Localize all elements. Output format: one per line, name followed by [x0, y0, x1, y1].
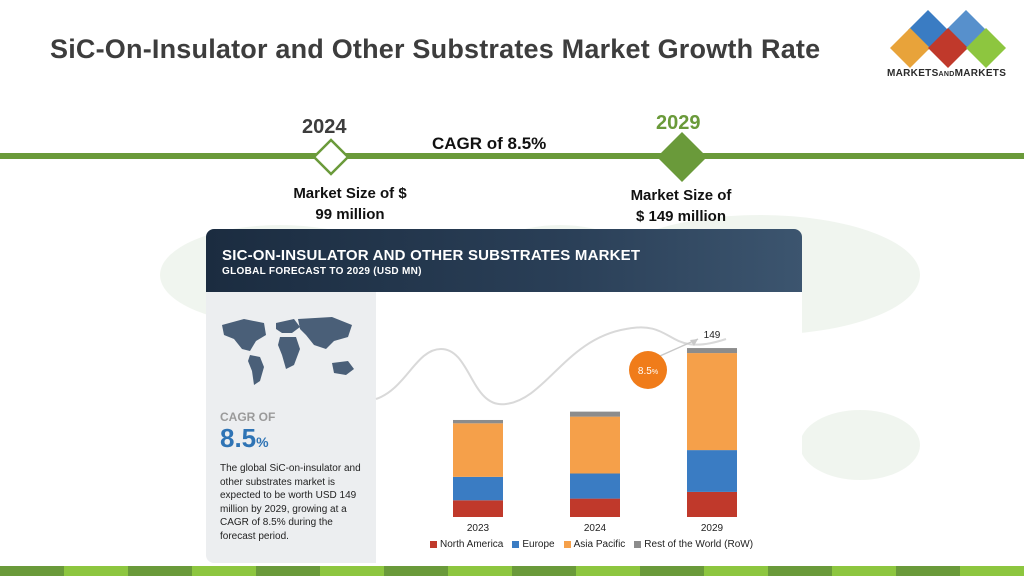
footer-stripe: [896, 566, 960, 576]
bar-2023-north-america: [453, 500, 503, 517]
market-size-start-line1: Market Size of $: [293, 185, 407, 202]
timeline-marker-start-icon: [312, 138, 350, 176]
legend-item-europe: Europe: [512, 539, 555, 550]
legend-swatch: [430, 541, 437, 548]
footer-stripe: [256, 566, 320, 576]
timeline-marker-end-icon: [657, 132, 707, 182]
infographic-subtitle: GLOBAL FORECAST TO 2029 (USD MN): [222, 266, 422, 277]
growth-badge-text: 8.5%: [638, 366, 658, 377]
bar-2029-asia-pacific: [687, 353, 737, 451]
x-axis-label-2023: 2023: [467, 523, 490, 534]
timeline-year-end: 2029: [656, 112, 701, 134]
bar-2023-asia-pacific: [453, 423, 503, 477]
logo-word-2: AND: [938, 71, 955, 78]
bar-value-label-2029: 149: [704, 330, 721, 341]
growth-badge: [629, 351, 667, 389]
bar-2023-rest-of-the-world-row: [453, 419, 503, 424]
footer-stripe: [768, 566, 832, 576]
bar-2024-rest-of-the-world-row: [570, 411, 620, 417]
chart-legend: North America Europe Asia Pacific Rest of t…: [430, 539, 753, 550]
footer-stripe: [576, 566, 640, 576]
footer-stripes: [0, 566, 1024, 576]
logo-wordmark: MARKETSANDMARKETS: [887, 68, 1006, 79]
side-cagr-number: 8.5: [220, 423, 257, 453]
growth-trend-curve: [375, 326, 727, 406]
markets-and-markets-logo-icon: [890, 10, 1006, 68]
legend-label: North America: [440, 539, 504, 550]
legend-item-rest-of-the-world-row: Rest of the World (RoW): [634, 539, 753, 550]
footer-stripe: [384, 566, 448, 576]
growth-badge-number: 8.5: [638, 366, 652, 377]
bar-2024-north-america: [570, 498, 620, 517]
legend-label: Asia Pacific: [573, 539, 626, 550]
bar-2024-asia-pacific: [570, 416, 620, 474]
growth-badge-unit: %: [652, 369, 658, 376]
market-size-start: Market Size of $ 99 million: [270, 183, 430, 225]
x-axis-label-2024: 2024: [584, 523, 607, 534]
footer-stripe: [960, 566, 1024, 576]
world-map-icon: [222, 317, 354, 385]
footer-stripe: [128, 566, 192, 576]
footer-stripe: [704, 566, 768, 576]
logo-word-1: MARKETS: [887, 68, 939, 79]
market-size-end-line2: $ 149 million: [635, 208, 727, 225]
stacked-bar-chart: 2023 2024 149 2029 8.5%: [375, 326, 737, 534]
footer-stripe: [0, 566, 64, 576]
footer-stripe: [64, 566, 128, 576]
side-cagr-unit: %: [256, 434, 269, 450]
slide-title: SiC-On-Insulator and Other Substrates Ma…: [50, 34, 821, 64]
logo-word-3: MARKETS: [954, 68, 1007, 79]
x-axis-label-2029: 2029: [701, 523, 724, 534]
market-size-end: Market Size of $ 149 million: [606, 185, 756, 227]
bar-2029-rest-of-the-world-row: [687, 348, 737, 354]
legend-label: Europe: [522, 539, 555, 550]
infographic-header: SIC-ON-INSULATOR AND OTHER SUBSTRATES MA…: [206, 229, 802, 292]
infographic-card: SIC-ON-INSULATOR AND OTHER SUBSTRATES MA…: [206, 229, 802, 563]
side-description: The global SiC-on-insulator and other su…: [220, 463, 361, 542]
timeline-cagr-label: CAGR of 8.5%: [432, 134, 547, 153]
legend-item-north-america: North America: [430, 539, 503, 550]
legend-label: Rest of the World (RoW): [644, 539, 754, 550]
footer-stripe: [320, 566, 384, 576]
legend-swatch: [563, 541, 571, 548]
side-cagr-caption: CAGR OF: [220, 410, 276, 424]
timeline-bar: [0, 153, 1024, 159]
legend-swatch: [512, 541, 520, 548]
market-size-end-line1: Market Size of: [630, 187, 732, 204]
bar-2023-europe: [453, 476, 503, 501]
footer-stripe: [448, 566, 512, 576]
footer-stripe: [512, 566, 576, 576]
infographic-title: SIC-ON-INSULATOR AND OTHER SUBSTRATES MA…: [222, 247, 641, 264]
footer-stripe: [192, 566, 256, 576]
market-size-start-line2: 99 million: [315, 206, 385, 223]
bar-2024-europe: [570, 473, 620, 499]
bar-2029-north-america: [687, 491, 737, 517]
timeline-year-start: 2024: [302, 116, 347, 138]
legend-swatch: [634, 541, 642, 548]
footer-stripe: [640, 566, 704, 576]
growth-arrow-head-icon: [690, 339, 698, 346]
footer-stripe: [832, 566, 896, 576]
side-cagr-value: 8.5%: [220, 423, 269, 454]
legend-item-asia-pacific: Asia Pacific: [563, 539, 626, 550]
bar-2029-europe: [687, 450, 737, 492]
